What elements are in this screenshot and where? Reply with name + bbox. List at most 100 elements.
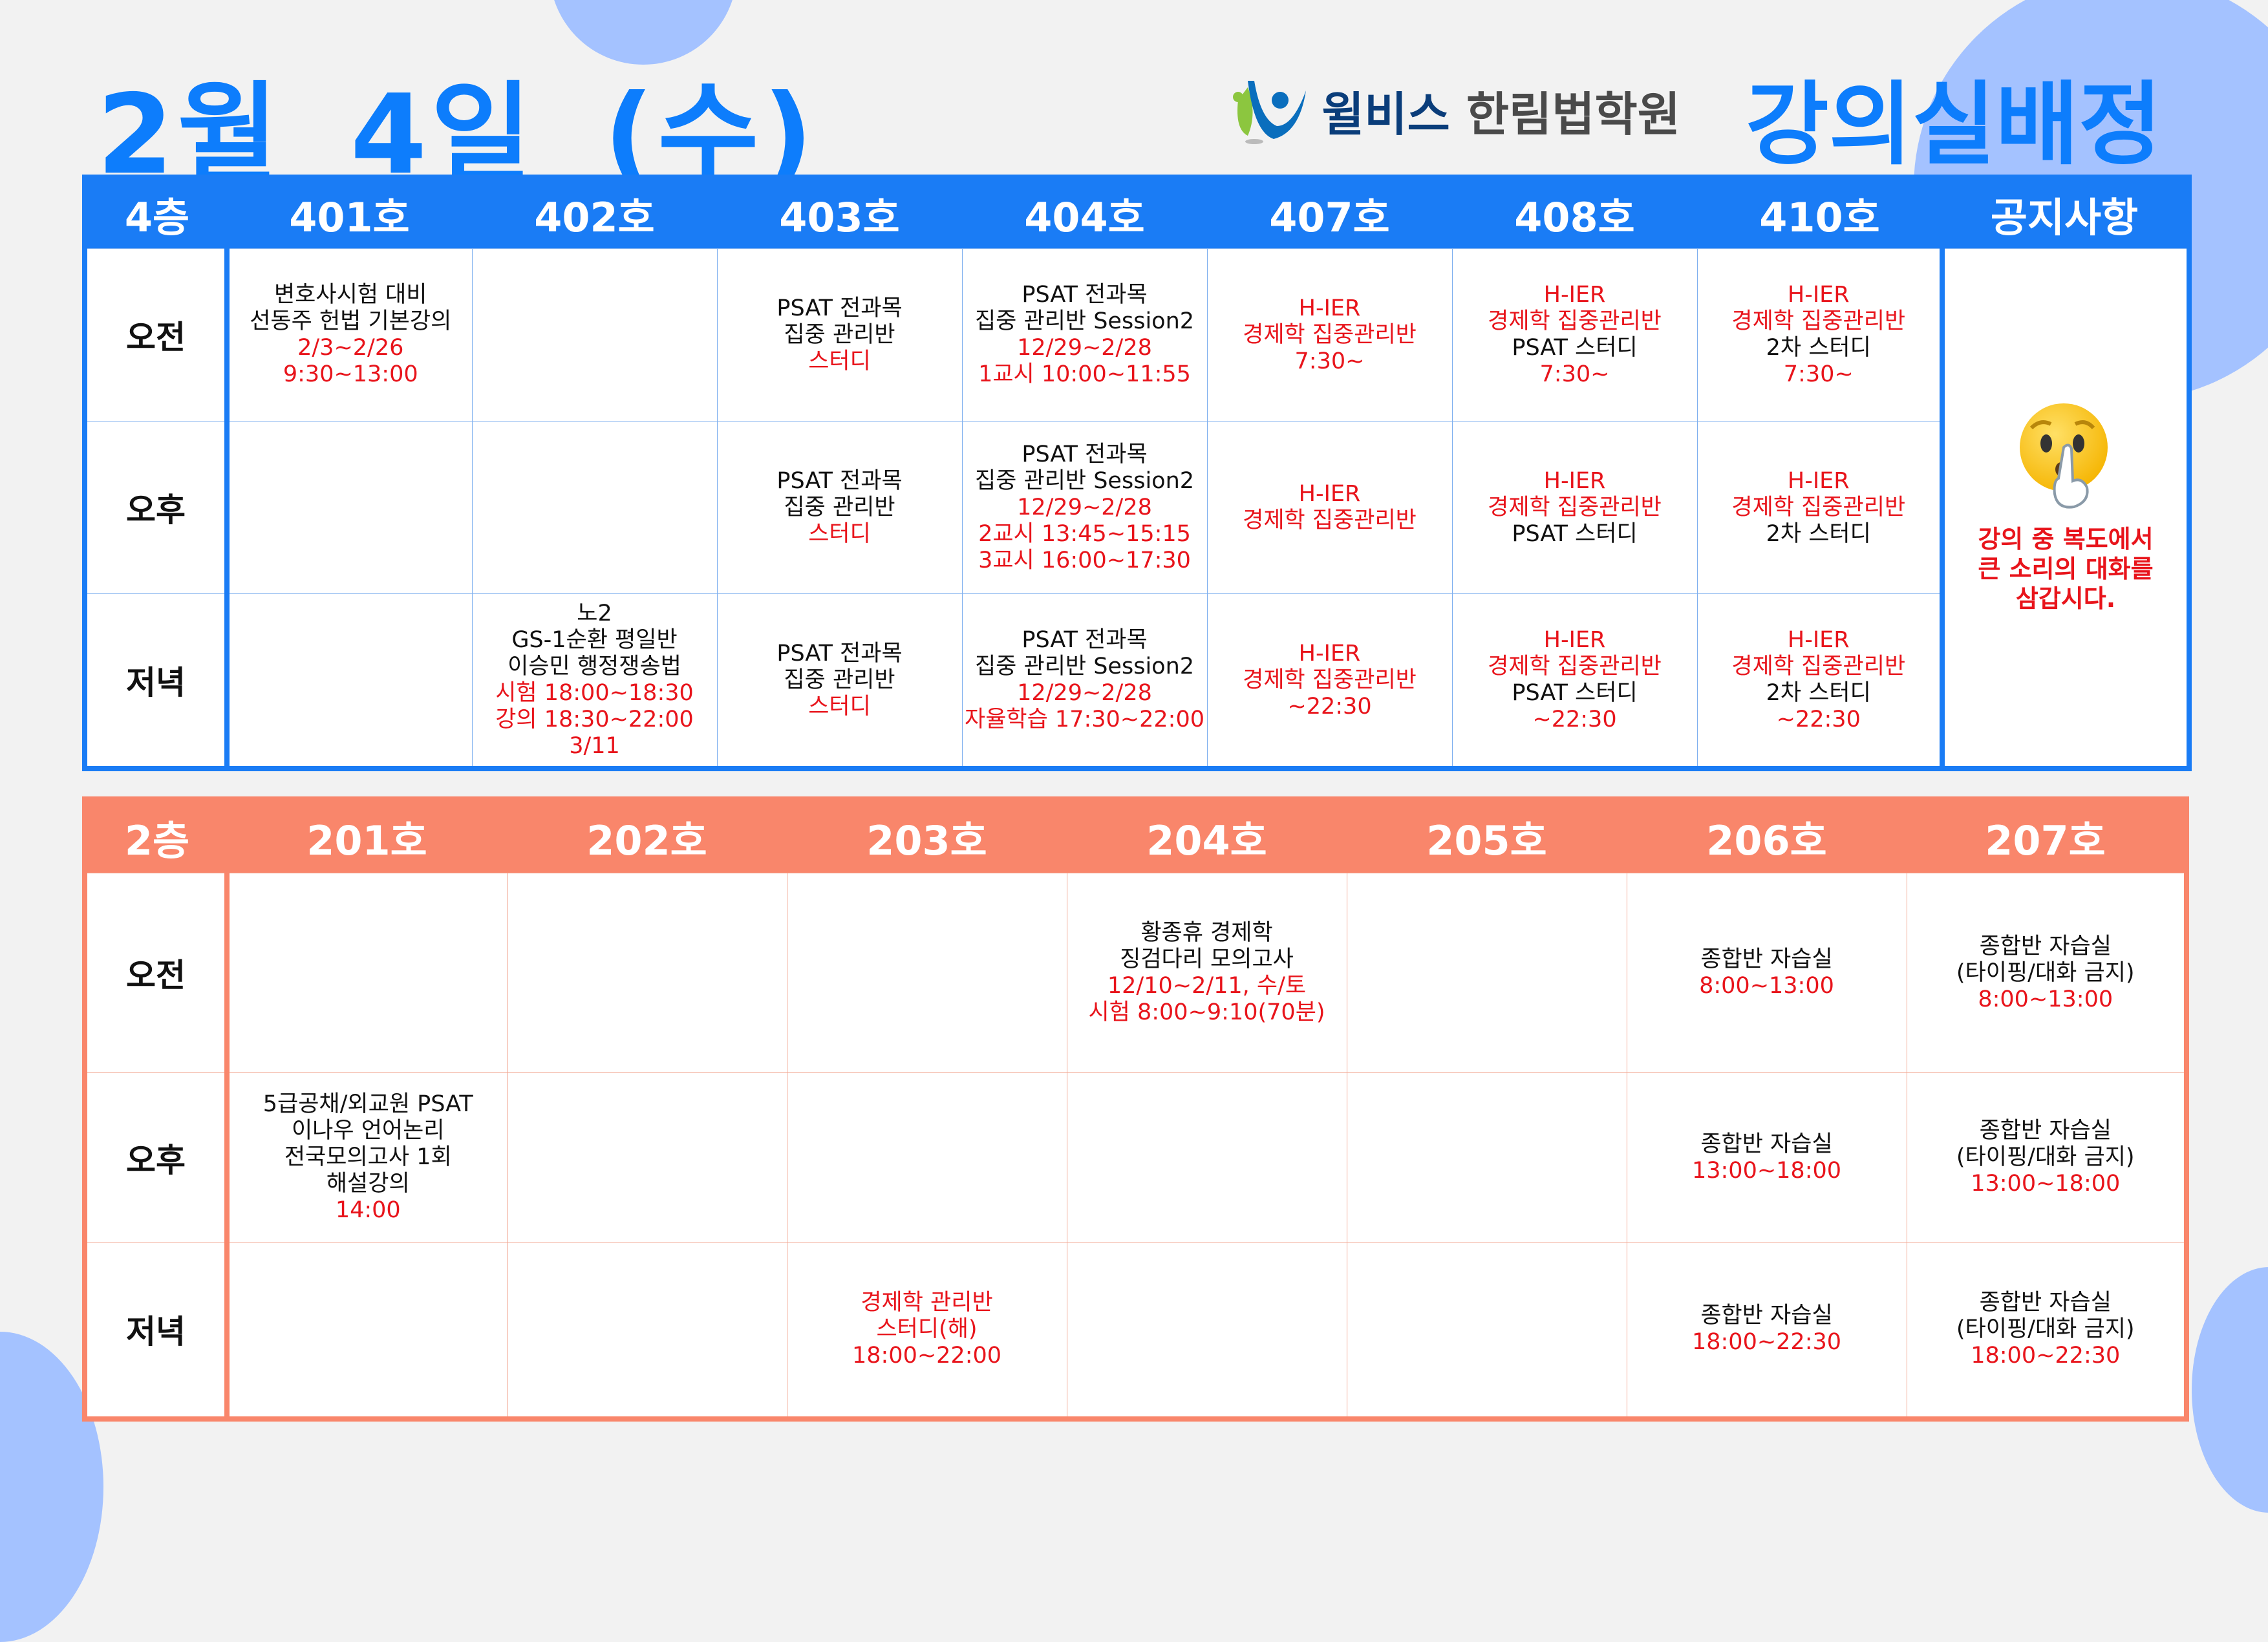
schedule-cell — [1346, 1242, 1627, 1419]
schedule-cell — [1066, 1242, 1347, 1419]
schedule-cell: 변호사시험 대비 선동주 헌법 기본강의 2/3~2/26 9:30~13:00 — [226, 248, 473, 421]
period-row: 저녁 경제학 관리반 스터디(해) 18:00~22:00 종합반 자습실 18:00~2… — [84, 1242, 2187, 1419]
schedule-cell — [226, 593, 473, 769]
schedule-cell: H-IER 경제학 집중관리반 ~22:30 — [1206, 593, 1453, 769]
schedule-line: 전국모의고사 1회 — [284, 1144, 452, 1170]
schedule-line: H-IER — [1787, 467, 1850, 494]
schedule-cell — [1346, 1072, 1627, 1242]
notice-text: 삼갑시다. — [2015, 584, 2116, 613]
room-header: 404호 — [962, 177, 1207, 249]
schedule-line: 집중 관리반 Session2 — [974, 467, 1195, 494]
schedule-line: 2/3~2/26 — [297, 335, 404, 361]
schedule-line: 징검다리 모의고사 — [1120, 946, 1294, 972]
room-header: 408호 — [1452, 177, 1697, 249]
schedule-line: 경제학 집중관리반 — [1731, 654, 1906, 679]
schedule-cell — [226, 421, 473, 594]
brand-logo: 윌비스 한림법학원 — [1228, 58, 1680, 162]
schedule-line: 변호사시험 대비 — [273, 282, 427, 308]
schedule-line: 종합반 자습실 — [1979, 1118, 2112, 1144]
schedule-cell — [471, 248, 718, 421]
room-header: 403호 — [717, 177, 962, 249]
schedule-line: (타이핑/대화 금지) — [1956, 1316, 2135, 1342]
schedule-line: 집중 관리반 — [784, 321, 895, 348]
schedule-line: 9:30~13:00 — [283, 361, 418, 387]
schedule-line: 13:00~18:00 — [1971, 1171, 2121, 1197]
schedule-cell: 황종휴 경제학 징검다리 모의고사 12/10~2/11, 수/토 시험 8:00~9… — [1066, 873, 1347, 1073]
schedule-cell: H-IER 경제학 집중관리반 — [1206, 421, 1453, 594]
schedule-cell — [506, 1242, 787, 1419]
schedule-cell: H-IER 경제학 집중관리반 2차 스터디 7:30~ — [1696, 248, 1943, 421]
period-row: 오전 변호사시험 대비 선동주 헌법 기본강의 2/3~2/26 9:30~13:00 P… — [84, 248, 2190, 769]
schedule-line: 경제학 집중관리반 — [1731, 308, 1906, 334]
period-label: 오후 — [84, 421, 230, 594]
period-label: 저녁 — [84, 1242, 230, 1419]
schedule-cell — [506, 1072, 787, 1242]
brand-name: 한림법학원 — [1466, 87, 1681, 142]
schedule-line: 18:00~22:00 — [851, 1342, 1002, 1369]
schedule-cell: H-IER 경제학 집중관리반 PSAT 스터디 — [1451, 421, 1698, 594]
schedule-line: 스터디(해) — [876, 1316, 978, 1342]
room-header: 203호 — [787, 799, 1067, 873]
schedule-line: 14:00 — [335, 1197, 401, 1223]
schedule-cell — [786, 873, 1067, 1073]
period-row: 저녁 노2 GS-1순환 평일반 이승민 행정쟁송법 시험 18:00~18:30 강의 … — [84, 593, 2189, 769]
notice-cell: 강의 중 복도에서 큰 소리의 대화를 삼갑시다. — [1940, 248, 2190, 769]
schedule-line: PSAT 전과목 — [1022, 282, 1148, 308]
schedule-cell: PSAT 전과목 집중 관리반 Session2 12/29~2/28 자율학습 17… — [961, 593, 1208, 769]
schedule-line: PSAT 전과목 — [776, 467, 903, 494]
schedule-cell: PSAT 전과목 집중 관리반 Session2 12/29~2/28 1교시 10:… — [961, 248, 1208, 421]
room-header: 206호 — [1627, 799, 1907, 873]
schedule-line: PSAT 전과목 — [776, 295, 903, 321]
schedule-line: 시험 18:00~18:30 — [495, 680, 694, 706]
schedule-line: 2차 스터디 — [1766, 335, 1871, 361]
floor2-schedule-table: 2층 201호 202호 203호 204호 205호 206호 207호 오전 황종휴 경제학… — [82, 796, 2189, 1422]
period-label: 오후 — [84, 1072, 230, 1242]
schedule-line: 시험 8:00~9:10(70분) — [1088, 999, 1325, 1025]
schedule-cell — [471, 421, 718, 594]
floor-label: 2층 — [85, 799, 227, 873]
room-header: 207호 — [1907, 799, 2187, 873]
schedule-line: 스터디 — [808, 520, 871, 547]
schedule-cell: H-IER 경제학 집중관리반 7:30~ — [1206, 248, 1453, 421]
schedule-cell: H-IER 경제학 집중관리반 PSAT 스터디 7:30~ — [1451, 248, 1698, 421]
page-heading: 강의실배정 — [1746, 72, 2163, 178]
schedule-line: H-IER — [1543, 282, 1606, 308]
schedule-line: ~22:30 — [1776, 707, 1861, 732]
room-header: 202호 — [507, 799, 787, 873]
schedule-line: 종합반 자습실 — [1700, 1131, 1833, 1157]
period-row: 오후 5급공채/외교원 PSAT 이나우 언어논리 전국모의고사 1회 해설강의 14:0… — [84, 1072, 2187, 1242]
room-header: 401호 — [227, 177, 472, 249]
schedule-line: 12/10~2/11, 수/토 — [1107, 973, 1307, 999]
schedule-line: 종합반 자습실 — [1979, 1289, 2112, 1316]
schedule-line: 12/29~2/28 — [1017, 680, 1152, 706]
schedule-line: 13:00~18:00 — [1691, 1157, 1842, 1184]
schedule-line: 자율학습 17:30~22:00 — [965, 707, 1204, 732]
schedule-line: (타이핑/대화 금지) — [1956, 959, 2135, 986]
notice-header: 공지사항 — [1942, 177, 2189, 249]
schedule-line: H-IER — [1787, 627, 1850, 653]
schedule-cell: 종합반 자습실 8:00~13:00 — [1626, 873, 1907, 1073]
schedule-line: 스터디 — [808, 348, 871, 374]
schedule-line: 12/29~2/28 — [1017, 494, 1152, 520]
schedule-line: 경제학 집중관리반 — [1488, 494, 1662, 520]
schedule-cell — [506, 873, 787, 1073]
schedule-cell: 종합반 자습실 (타이핑/대화 금지) 18:00~22:30 — [1906, 1242, 2187, 1419]
schedule-line: 3교시 16:00~17:30 — [978, 547, 1191, 573]
schedule-line: 황종휴 경제학 — [1140, 920, 1273, 946]
period-label: 저녁 — [84, 593, 230, 769]
schedule-cell: 노2 GS-1순환 평일반 이승민 행정쟁송법 시험 18:00~18:30 강의 18… — [471, 593, 718, 769]
schedule-line: H-IER — [1298, 295, 1361, 321]
schedule-cell: PSAT 전과목 집중 관리반 스터디 — [716, 248, 963, 421]
room-header: 402호 — [472, 177, 717, 249]
schedule-line: 경제학 집중관리반 — [1488, 308, 1662, 334]
schedule-cell: PSAT 전과목 집중 관리반 Session2 12/29~2/28 2교시 13:… — [961, 421, 1208, 594]
schedule-line: 이나우 언어논리 — [291, 1118, 445, 1144]
period-row: 오후 PSAT 전과목 집중 관리반 스터디 PSAT 전과목 집중 관리반 Sessio… — [84, 421, 2189, 594]
schedule-line: PSAT 스터디 — [1512, 520, 1638, 547]
schedule-line: 1교시 10:00~11:55 — [978, 361, 1191, 387]
schedule-line: 집중 관리반 — [784, 494, 895, 520]
schedule-line: GS-1순환 평일반 — [511, 627, 678, 653]
schedule-line: 종합반 자습실 — [1700, 1303, 1833, 1329]
schedule-cell: H-IER 경제학 집중관리반 2차 스터디 — [1696, 421, 1943, 594]
room-header: 205호 — [1347, 799, 1627, 873]
